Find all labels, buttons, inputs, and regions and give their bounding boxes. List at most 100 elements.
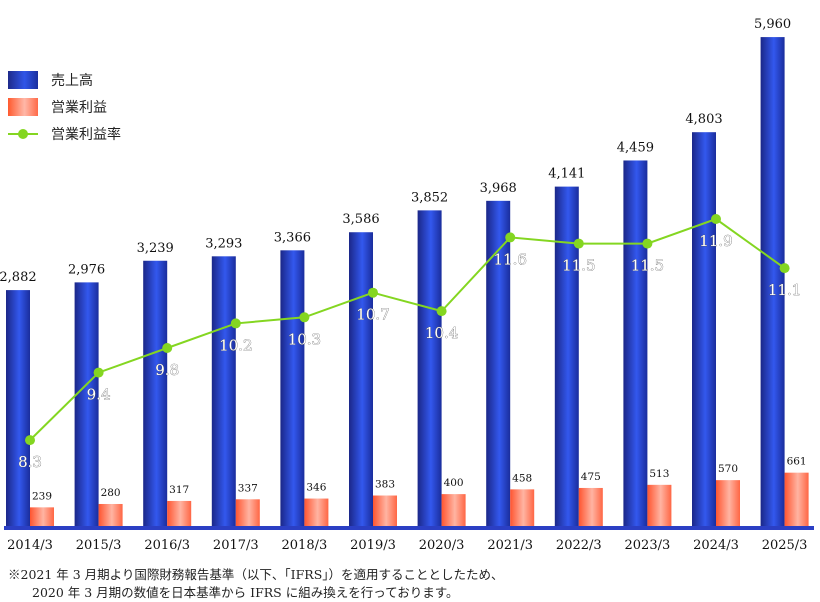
x-tick-label-2016/3: 2016/3 xyxy=(144,538,190,553)
point-operating-margin-2014/3 xyxy=(25,435,35,446)
x-tick-label-2025/3: 2025/3 xyxy=(762,538,808,553)
bar-sales-2019/3 xyxy=(349,232,373,527)
footnote-line-1: ※2021 年 3 月期より国際財務報告基準（以下、｢IFRS｣）を適用すること… xyxy=(8,567,504,582)
bar-operating-profit-2015/3 xyxy=(98,503,123,527)
point-operating-margin-2025/3 xyxy=(779,263,790,274)
data-label-operating-profit-2024/3: 570 xyxy=(718,463,738,475)
x-tick-label-2019/3: 2019/3 xyxy=(350,538,396,553)
bar-sales-2023/3 xyxy=(623,160,648,527)
data-label-operating-margin-2014/3: 8.3 xyxy=(18,453,42,471)
data-label-sales-2014/3: 2,882 xyxy=(0,270,37,285)
legend-label-operating-profit: 営業利益 xyxy=(51,99,107,116)
legend-label-operating-margin: 営業利益率 xyxy=(51,126,121,143)
line-operating-margin xyxy=(29,217,786,441)
data-label-sales-2022/3: 4,141 xyxy=(548,167,585,182)
bar-sales-2018/3 xyxy=(280,250,305,527)
data-label-operating-profit-2014/3: 239 xyxy=(32,490,52,502)
chart: 2,882 239 2014/3 2,976 280 2015/3 3,239 317 2016… xyxy=(0,17,814,553)
footnote-line-2: 2020 年 3 月期の数値を日本基準から IFRS に組み換えを行っております… xyxy=(32,585,459,600)
data-label-operating-margin-2024/3: 11.9 xyxy=(699,232,732,250)
bar-sales-2017/3 xyxy=(211,256,236,527)
bar-sales-2025/3 xyxy=(760,37,785,527)
bar-sales-2022/3 xyxy=(554,186,579,527)
data-label-operating-margin-2025/3: 11.1 xyxy=(768,281,801,299)
footnote: ※2021 年 3 月期より国際財務報告基準（以下、｢IFRS｣）を適用すること… xyxy=(8,566,504,602)
legend-swatch-operating-margin xyxy=(8,125,38,143)
point-operating-margin-2020/3 xyxy=(436,306,447,317)
x-tick-label-2015/3: 2015/3 xyxy=(76,538,122,553)
data-label-sales-2018/3: 3,366 xyxy=(274,230,311,245)
x-tick-label-2020/3: 2020/3 xyxy=(419,538,465,553)
data-label-sales-2017/3: 3,293 xyxy=(205,236,242,251)
data-label-operating-margin-2023/3: 11.5 xyxy=(631,257,664,275)
bar-sales-2014/3 xyxy=(6,290,30,527)
legend-item-sales: 売上高 xyxy=(8,66,121,93)
legend-item-operating-profit: 営業利益 xyxy=(8,93,121,120)
bar-sales-2021/3 xyxy=(486,200,511,528)
data-label-sales-2015/3: 2,976 xyxy=(68,262,105,277)
data-label-sales-2020/3: 3,852 xyxy=(411,190,448,205)
x-tick-label-2014/3: 2014/3 xyxy=(7,538,53,553)
bar-sales-2020/3 xyxy=(417,210,442,527)
bar-operating-profit-2023/3 xyxy=(647,484,672,527)
bar-sales-2016/3 xyxy=(143,260,168,527)
point-operating-margin-2015/3 xyxy=(93,367,104,378)
point-operating-margin-2018/3 xyxy=(299,312,310,323)
bar-operating-profit-2025/3 xyxy=(784,472,809,527)
legend-label-sales: 売上高 xyxy=(51,72,93,89)
data-label-operating-profit-2025/3: 661 xyxy=(787,456,807,468)
x-axis-baseline xyxy=(4,526,814,530)
bar-operating-profit-2020/3 xyxy=(441,494,466,527)
data-label-operating-profit-2020/3: 400 xyxy=(444,477,464,489)
data-label-sales-2021/3: 3,968 xyxy=(480,181,517,196)
point-operating-margin-2016/3 xyxy=(162,343,173,353)
data-label-sales-2019/3: 3,586 xyxy=(342,212,379,227)
data-label-operating-profit-2016/3: 317 xyxy=(169,484,189,496)
data-label-operating-margin-2018/3: 10.3 xyxy=(288,330,321,348)
data-label-sales-2023/3: 4,459 xyxy=(617,140,654,155)
bar-operating-profit-2016/3 xyxy=(167,500,192,527)
data-label-sales-2024/3: 4,803 xyxy=(685,112,722,127)
bar-operating-profit-2021/3 xyxy=(510,489,535,527)
data-label-operating-profit-2017/3: 337 xyxy=(238,482,258,494)
data-label-operating-profit-2018/3: 346 xyxy=(306,482,326,494)
bar-operating-profit-2018/3 xyxy=(304,498,329,527)
data-label-operating-margin-2016/3: 9.8 xyxy=(155,361,179,379)
x-tick-label-2024/3: 2024/3 xyxy=(693,538,739,553)
point-operating-margin-2022/3 xyxy=(573,238,584,249)
legend: 売上高 営業利益 営業利益率 xyxy=(8,66,121,147)
point-operating-margin-2024/3 xyxy=(711,214,721,224)
bar-operating-profit-2022/3 xyxy=(578,487,603,527)
point-operating-margin-2019/3 xyxy=(368,287,378,298)
data-label-operating-margin-2021/3: 11.6 xyxy=(493,250,526,268)
x-tick-label-2018/3: 2018/3 xyxy=(282,538,328,553)
point-operating-margin-2023/3 xyxy=(642,238,653,249)
data-label-operating-margin-2022/3: 11.5 xyxy=(562,257,595,275)
bar-operating-profit-2014/3 xyxy=(30,507,54,527)
bar-sales-2024/3 xyxy=(692,132,716,527)
data-label-operating-margin-2017/3: 10.2 xyxy=(219,336,252,354)
bar-operating-profit-2019/3 xyxy=(373,495,397,527)
data-label-operating-profit-2021/3: 458 xyxy=(512,472,532,484)
data-label-sales-2025/3: 5,960 xyxy=(754,17,791,32)
point-operating-margin-2021/3 xyxy=(505,232,516,243)
data-label-operating-margin-2019/3: 10.7 xyxy=(356,306,389,324)
x-tick-label-2022/3: 2022/3 xyxy=(556,538,602,553)
bar-operating-profit-2017/3 xyxy=(235,499,260,527)
legend-swatch-sales xyxy=(8,70,38,89)
x-tick-label-2017/3: 2017/3 xyxy=(213,538,259,553)
data-label-operating-margin-2015/3: 9.4 xyxy=(87,386,111,404)
data-label-sales-2016/3: 3,239 xyxy=(137,241,174,256)
bar-operating-profit-2024/3 xyxy=(716,480,740,527)
data-label-operating-profit-2022/3: 475 xyxy=(581,471,601,483)
data-label-operating-margin-2020/3: 10.4 xyxy=(425,324,458,342)
x-tick-label-2021/3: 2021/3 xyxy=(487,538,533,553)
data-label-operating-profit-2015/3: 280 xyxy=(101,487,121,499)
bar-sales-2015/3 xyxy=(74,282,99,527)
data-label-operating-profit-2019/3: 383 xyxy=(375,479,395,491)
legend-item-operating-margin: 営業利益率 xyxy=(8,120,121,147)
legend-swatch-operating-profit xyxy=(8,97,38,116)
point-operating-margin-2017/3 xyxy=(230,318,241,329)
data-label-operating-profit-2023/3: 513 xyxy=(649,468,669,480)
x-tick-label-2023/3: 2023/3 xyxy=(625,538,671,553)
